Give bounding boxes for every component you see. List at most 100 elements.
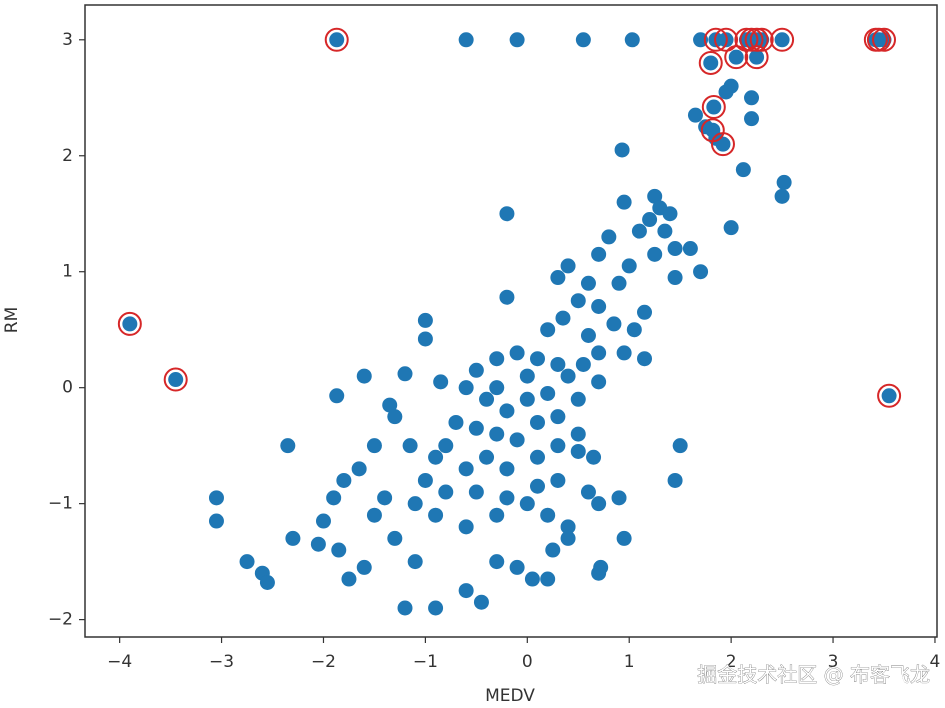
point: [326, 490, 342, 506]
point: [529, 351, 545, 367]
point: [377, 490, 393, 506]
y-tick-label: −1: [48, 494, 73, 514]
point: [489, 351, 505, 367]
point: [428, 507, 444, 523]
point: [489, 507, 505, 523]
point: [570, 443, 586, 459]
point: [715, 136, 731, 152]
outlier-ring: [877, 383, 902, 408]
x-axis-label: MEDV: [485, 686, 535, 706]
point: [428, 449, 444, 465]
point: [621, 258, 637, 274]
point: [448, 414, 464, 430]
outlier-ring: [739, 27, 764, 52]
point: [611, 275, 627, 291]
x-tick-label: −4: [107, 652, 132, 672]
point: [417, 331, 433, 347]
point: [616, 194, 632, 210]
outlier-ring: [710, 132, 735, 157]
point: [438, 484, 454, 500]
point: [682, 241, 698, 257]
point: [550, 438, 566, 454]
point: [479, 391, 495, 407]
point: [611, 490, 627, 506]
point: [560, 519, 576, 535]
point: [706, 99, 722, 115]
point: [479, 449, 495, 465]
watermark: 掘金技术社区 @ 布客飞龙: [697, 663, 930, 687]
point: [614, 142, 630, 158]
point: [672, 438, 688, 454]
point: [616, 345, 632, 361]
point: [458, 461, 474, 477]
point: [540, 571, 556, 587]
x-tick-label: 1: [624, 652, 635, 672]
point: [667, 270, 683, 286]
x-tick-label: −2: [311, 652, 336, 672]
point: [329, 32, 345, 48]
point: [580, 484, 596, 500]
x-tick-label: −1: [413, 652, 438, 672]
point: [637, 351, 653, 367]
point: [509, 32, 525, 48]
point: [336, 472, 352, 488]
y-axis-label: RM: [2, 307, 22, 333]
point: [881, 388, 897, 404]
point: [473, 594, 489, 610]
point: [458, 583, 474, 599]
outlier-ring: [703, 27, 728, 52]
x-tick-label: 2: [726, 652, 737, 672]
outlier-ring: [163, 367, 188, 392]
point: [331, 542, 347, 558]
point: [693, 32, 709, 48]
outlier-ring: [744, 27, 769, 52]
point: [647, 246, 663, 262]
y-tick-label: 3: [62, 30, 73, 50]
point: [387, 409, 403, 425]
point: [570, 293, 586, 309]
point: [529, 449, 545, 465]
point: [550, 472, 566, 488]
outlier-ring: [872, 27, 897, 52]
point: [387, 530, 403, 546]
point: [397, 600, 413, 616]
point: [239, 554, 255, 570]
point: [524, 571, 540, 587]
point: [560, 368, 576, 384]
point: [433, 374, 449, 390]
x-tick-label: 4: [930, 652, 941, 672]
outlier-ring: [698, 50, 723, 75]
outlier-ring: [749, 27, 774, 52]
point: [397, 366, 413, 382]
point: [601, 229, 617, 245]
point: [550, 270, 566, 286]
point: [744, 111, 760, 127]
point: [575, 32, 591, 48]
point: [591, 496, 607, 512]
point: [591, 374, 607, 390]
y-tick-label: 1: [62, 262, 73, 282]
point: [626, 322, 642, 338]
point: [662, 206, 678, 222]
point: [774, 32, 790, 48]
point: [540, 322, 556, 338]
point: [351, 461, 367, 477]
point: [438, 438, 454, 454]
point: [744, 90, 760, 106]
point: [550, 409, 566, 425]
point: [417, 312, 433, 328]
point: [285, 530, 301, 546]
point: [489, 554, 505, 570]
point: [458, 380, 474, 396]
point: [402, 438, 418, 454]
point: [458, 519, 474, 535]
point: [499, 461, 515, 477]
point: [540, 507, 556, 523]
point: [468, 420, 484, 436]
point: [509, 559, 525, 575]
point: [570, 391, 586, 407]
point: [718, 84, 734, 100]
point: [776, 174, 792, 190]
outlier-ring: [770, 27, 795, 52]
point: [728, 49, 744, 65]
